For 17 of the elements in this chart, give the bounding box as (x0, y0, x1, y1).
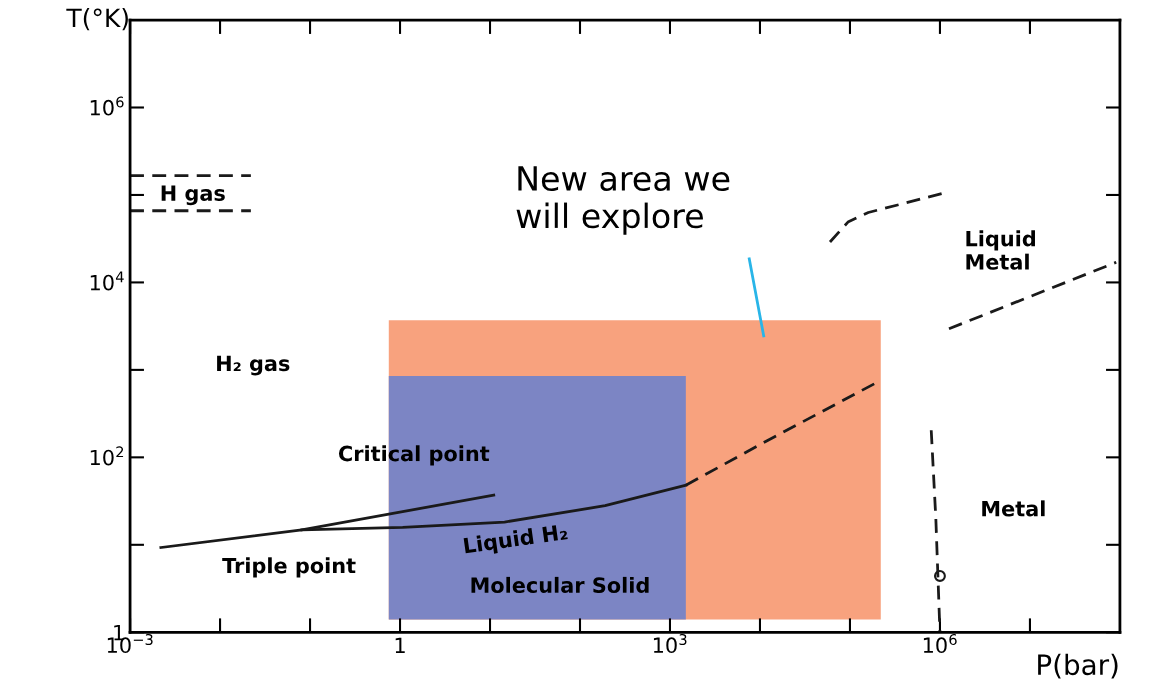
x-tick-label: 10$^{6}$ (923, 634, 957, 654)
y-tick-label: 10$^{2}$ (90, 446, 124, 466)
annotation: Triple point (222, 557, 356, 578)
annotation: Liquid Metal (966, 230, 1035, 270)
y-tick-label: 10$^{4}$ (90, 271, 124, 291)
x-axis-title: P(bar) (1038, 653, 1118, 679)
annotation: Molecular Solid (471, 576, 649, 594)
annotation: Metal (982, 500, 1045, 517)
annotation: H₂ gas (217, 355, 290, 376)
y-axis-title: T(°K) (66, 7, 128, 31)
x-tick-label: 10$^{3}$ (653, 634, 687, 654)
annotation: Critical point (338, 445, 490, 466)
annotation: H gas (161, 185, 225, 206)
x-tick-label: 1 (395, 637, 405, 653)
annotation: New area we will explore (516, 166, 730, 235)
y-tick-label: 10$^{6}$ (90, 96, 124, 116)
annotation: Liquid H₂ (463, 523, 569, 558)
